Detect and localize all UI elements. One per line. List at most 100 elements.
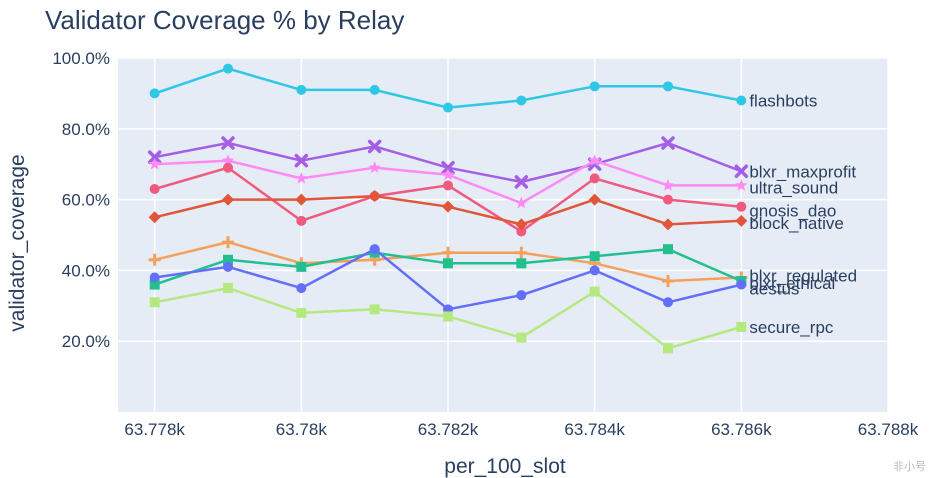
data-point	[296, 84, 307, 95]
data-point	[294, 153, 309, 168]
series-label: blxr_maxprofit	[749, 162, 856, 181]
x-tick-label: 63.786k	[711, 420, 772, 439]
data-point	[149, 88, 160, 99]
data-point	[515, 196, 528, 209]
data-point	[223, 283, 233, 294]
data-point	[588, 154, 601, 166]
data-point	[221, 136, 235, 150]
x-axis-ticks: 63.778k 63.78k 63.782k 63.784k 63.786k 63.788…	[124, 420, 918, 439]
data-point	[663, 194, 673, 205]
data-point	[663, 297, 673, 308]
data-point	[736, 279, 747, 290]
data-point	[663, 81, 673, 92]
series-block-native	[148, 190, 748, 231]
data-point	[296, 261, 307, 272]
data-point	[148, 253, 161, 266]
data-point	[516, 290, 527, 301]
data-point	[589, 251, 600, 262]
data-point	[368, 161, 381, 173]
data-point	[296, 283, 307, 294]
x-tick-label: 63.782k	[418, 420, 479, 439]
data-point	[735, 214, 748, 227]
data-point	[661, 136, 675, 150]
series-label: blxr_ethical	[749, 274, 835, 293]
x-axis-title: per_100_slot	[444, 455, 566, 478]
data-point	[442, 200, 454, 213]
series-secure-rpc	[149, 283, 747, 354]
data-point	[515, 218, 528, 231]
series-flashbots	[149, 63, 747, 113]
data-point	[442, 246, 454, 259]
series-label: flashbots	[749, 91, 817, 110]
data-point	[589, 173, 600, 184]
data-point	[148, 157, 161, 170]
data-point	[441, 168, 455, 181]
data-point	[443, 311, 453, 322]
series-layer	[147, 63, 749, 354]
data-point	[221, 154, 235, 166]
data-point	[369, 304, 380, 315]
data-point	[295, 171, 308, 184]
data-point	[223, 261, 233, 272]
data-point	[662, 275, 674, 288]
data-point	[443, 258, 453, 269]
series-label: blxr_regulated	[749, 266, 857, 285]
series-blxr-maxprofit	[147, 136, 749, 189]
data-point	[736, 95, 747, 106]
data-point	[515, 246, 528, 259]
data-point	[516, 95, 527, 106]
y-tick-label: 100.0%	[52, 49, 110, 68]
data-point	[661, 178, 675, 191]
data-point	[369, 84, 380, 95]
data-point	[443, 180, 453, 191]
data-point	[223, 254, 233, 265]
data-point	[441, 160, 455, 175]
data-point	[516, 258, 527, 269]
series-labels: flashbots blxr_maxprofitultra_soundgnosis…	[749, 91, 857, 337]
data-point	[369, 244, 380, 255]
data-point	[296, 307, 307, 318]
data-point	[589, 81, 600, 92]
x-tick-label: 63.78k	[276, 420, 328, 439]
series-label: secure_rpc	[749, 318, 834, 337]
data-point	[295, 193, 308, 206]
data-point	[149, 272, 160, 283]
data-point	[149, 183, 160, 194]
y-axis-title: validator_coverage	[6, 154, 29, 331]
data-point	[296, 215, 307, 226]
y-axis-ticks: 20.0% 40.0% 60.0% 80.0% 100.0%	[52, 49, 110, 351]
data-point	[663, 343, 673, 354]
data-point	[516, 332, 527, 343]
y-tick-label: 20.0%	[62, 332, 110, 351]
data-point	[588, 193, 601, 206]
data-point	[589, 286, 600, 297]
series-ultra-sound	[148, 154, 748, 209]
y-tick-label: 60.0%	[62, 191, 110, 210]
data-point	[368, 190, 381, 203]
y-tick-label: 80.0%	[62, 120, 110, 139]
data-point	[149, 279, 160, 290]
data-point	[148, 211, 161, 224]
data-point	[222, 236, 234, 249]
series-label: gnosis_dao	[749, 202, 836, 221]
series-label: block_native	[749, 214, 844, 233]
data-point	[736, 201, 747, 212]
data-point	[443, 102, 453, 113]
data-point	[735, 178, 748, 191]
data-point	[147, 150, 162, 164]
x-tick-label: 63.788k	[858, 420, 919, 439]
data-point	[516, 226, 527, 237]
data-point	[589, 265, 600, 276]
x-tick-label: 63.784k	[564, 420, 625, 439]
data-point	[663, 244, 673, 255]
series-aestus	[149, 244, 747, 315]
data-point	[223, 162, 233, 173]
watermark-text: 非小号	[893, 460, 926, 473]
data-point	[514, 175, 529, 189]
data-point	[367, 139, 382, 154]
chart-title: Validator Coverage % by Relay	[45, 5, 404, 35]
plot-area	[118, 58, 888, 412]
data-point	[222, 193, 234, 206]
data-point	[149, 297, 160, 308]
